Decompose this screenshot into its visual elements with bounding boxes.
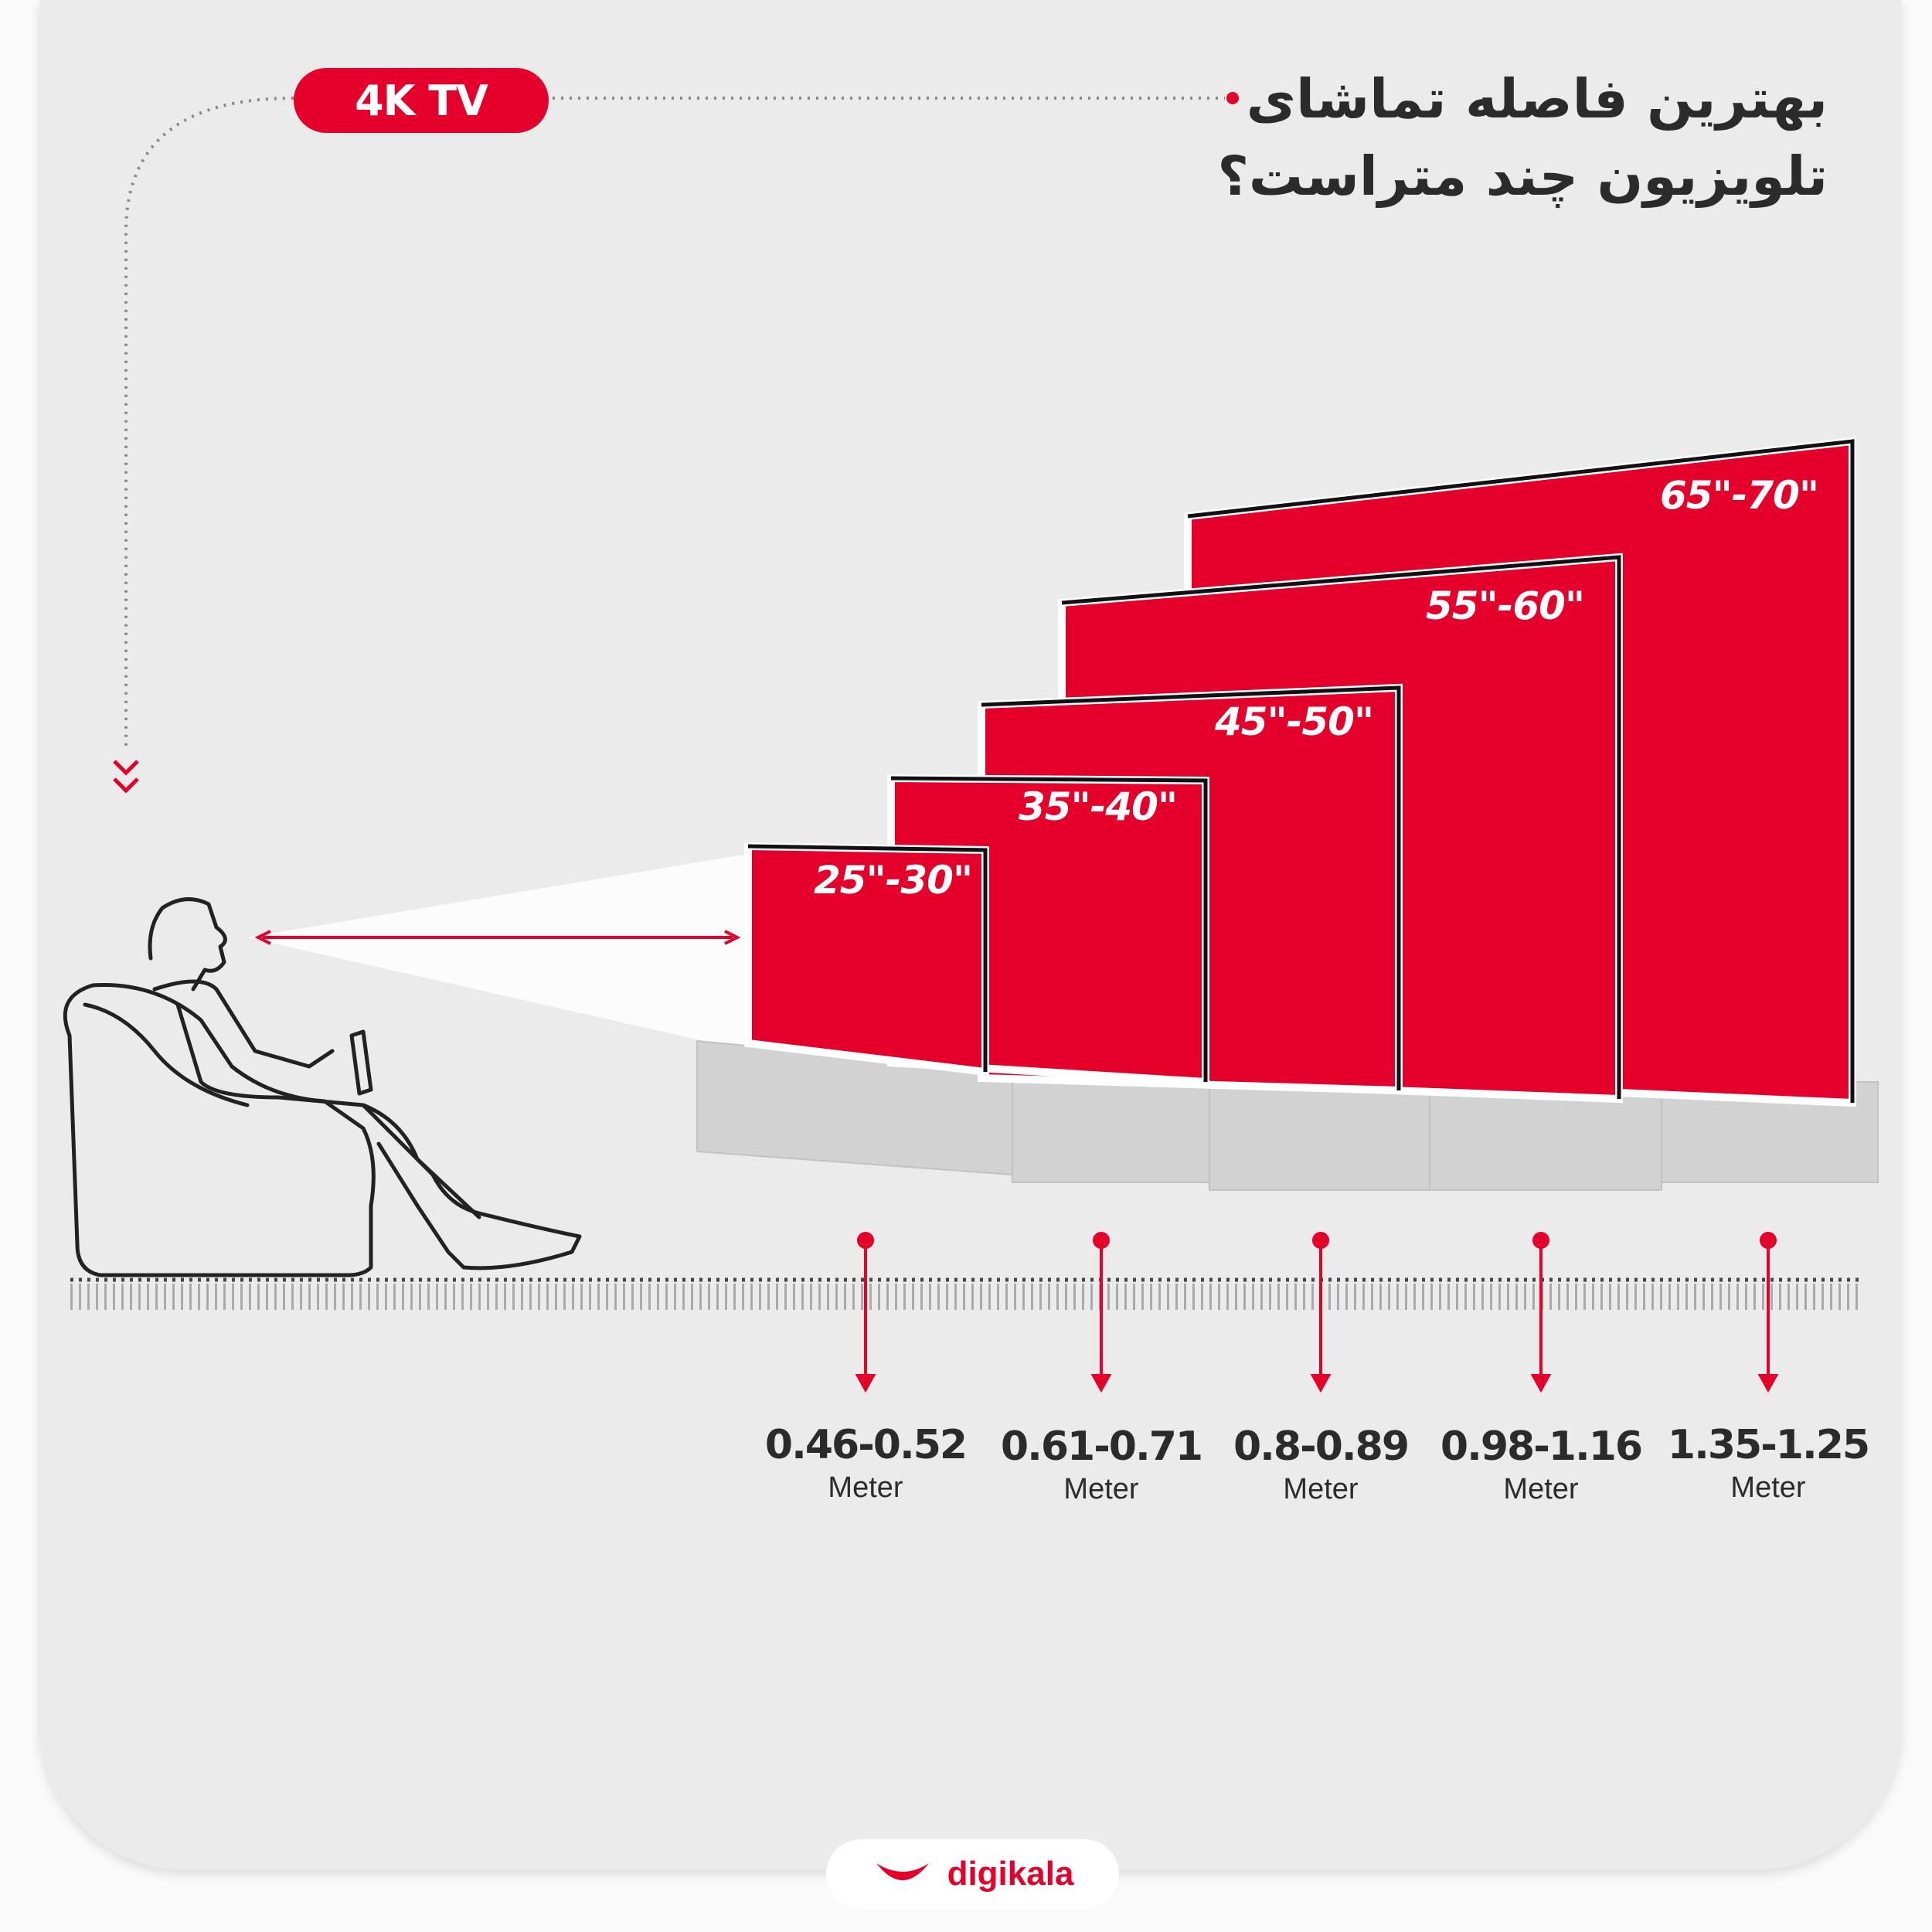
badge-connector — [124, 97, 294, 750]
viewer-in-armchair — [63, 897, 582, 1277]
distance-label: 1.35-1.25 Meter — [1652, 1422, 1884, 1505]
badge-4k-tv: 4K TV — [294, 68, 549, 133]
distance-value: 0.46-0.52 — [764, 1422, 968, 1468]
size-label-25-30: 25"-30" — [814, 858, 973, 903]
title-line-2: تلویزیون چند متراست؟ — [1217, 145, 1828, 208]
distance-value: 1.35-1.25 — [1667, 1422, 1870, 1468]
distance-label: 0.98-1.16 Meter — [1425, 1423, 1657, 1506]
distance-value: 0.8-0.89 — [1233, 1423, 1410, 1470]
view-beam — [247, 854, 748, 1051]
distance-marker — [1757, 1232, 1779, 1393]
distance-value: 0.61-0.71 — [1000, 1423, 1203, 1470]
size-label-65-70: 65"-70" — [1660, 473, 1819, 518]
distance-unit: Meter — [1730, 1471, 1806, 1504]
digikala-smile-icon — [876, 1863, 929, 1880]
digikala-logo: digikala — [826, 1839, 1119, 1909]
distance-label: 0.8-0.89 Meter — [1205, 1423, 1437, 1506]
distance-unit: Meter — [828, 1471, 903, 1504]
distance-marker — [1310, 1232, 1332, 1393]
distance-unit: Meter — [1283, 1473, 1359, 1505]
arrowhead-icon — [254, 930, 741, 945]
distance-label: 0.46-0.52 Meter — [750, 1422, 981, 1505]
distance-marker — [1090, 1232, 1112, 1393]
page-title: بهترین فاصله تماشای تلویزیون چند متراست؟ — [1217, 60, 1828, 215]
distance-unit: Meter — [1063, 1473, 1139, 1505]
chevron-down-icon — [113, 760, 139, 794]
connector-dot — [1226, 92, 1239, 104]
size-label-35-40: 35"-40" — [1019, 784, 1178, 829]
brand-name: digikala — [947, 1855, 1074, 1893]
distance-unit: Meter — [1503, 1473, 1579, 1505]
title-line-1: بهترین فاصله تماشای — [1246, 67, 1828, 131]
distance-marker — [1530, 1232, 1552, 1393]
distance-marker — [855, 1232, 876, 1393]
size-label-55-60: 55"-60" — [1426, 583, 1585, 628]
tv-25-30 — [744, 842, 989, 1077]
size-label-45-50: 45"-50" — [1215, 699, 1374, 744]
distance-label: 0.61-0.71 Meter — [985, 1423, 1217, 1506]
distance-markers — [855, 1232, 1779, 1393]
distance-value: 0.98-1.16 — [1440, 1423, 1643, 1470]
